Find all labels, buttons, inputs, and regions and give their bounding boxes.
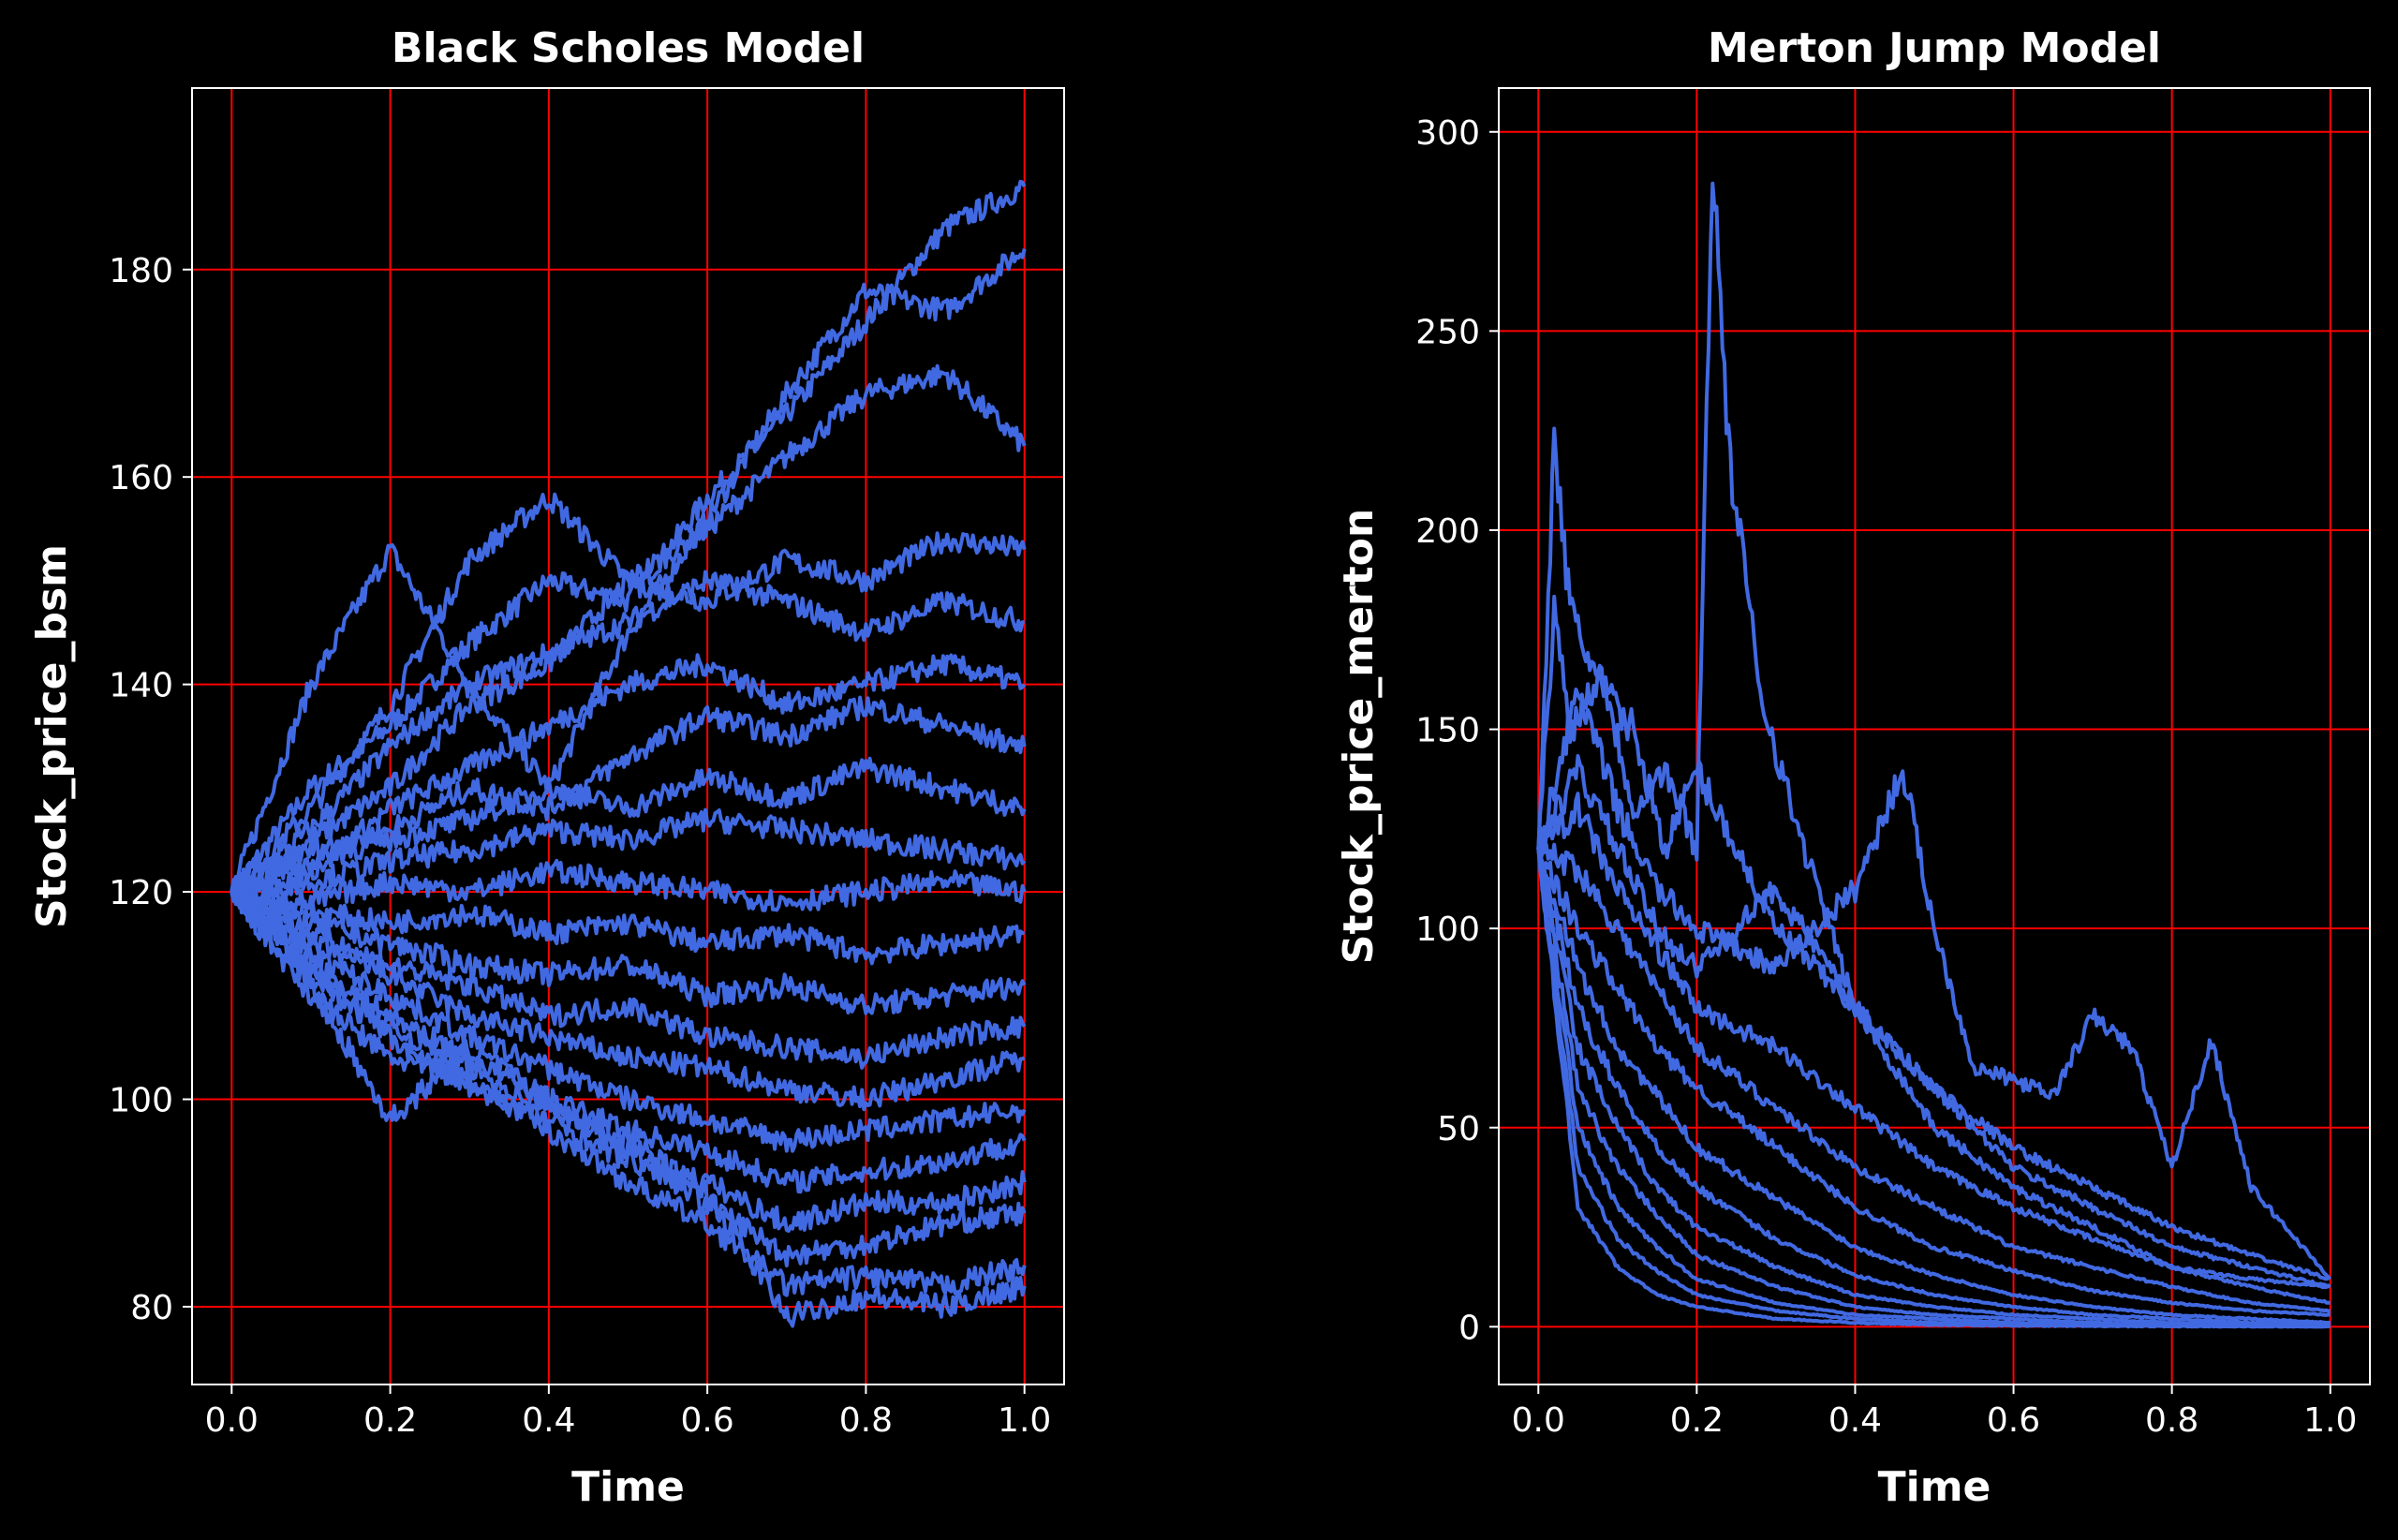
series-line: [1536, 836, 2331, 1313]
y-tick-label: 120: [109, 874, 173, 912]
series-line: [229, 881, 1027, 1328]
black-scholes-panel: 0.0 0.2 0.4 0.6 0.8 1.0 80 100 120 140 160 180 Blac…: [28, 24, 1065, 1511]
x-tick-label: 0.2: [363, 1401, 417, 1440]
series-line: [1536, 848, 2331, 1329]
series-line: [229, 880, 1027, 1015]
chart-title: Merton Jump Model: [1708, 24, 2161, 72]
series-line: [1536, 688, 2331, 1281]
series-line: [229, 891, 1027, 1297]
series-line: [1536, 848, 2331, 1325]
x-tick-label: 1.0: [998, 1401, 1051, 1440]
x-axis-label: Time: [1878, 1463, 1991, 1511]
series-line: [229, 882, 1027, 1153]
x-tick-label: 0.4: [522, 1401, 575, 1440]
y-tick-label: 100: [1415, 911, 1480, 949]
y-axis-label: Stock_price_bsm: [28, 544, 76, 928]
plot-frame: [1498, 87, 2371, 1385]
x-tick-label: 0.2: [1670, 1401, 1724, 1440]
x-tick-label: 0.8: [2145, 1401, 2198, 1440]
series-line: [229, 248, 1027, 893]
x-tick-label: 0.8: [839, 1401, 893, 1440]
series-line: [1536, 754, 2331, 1289]
y-tick-label: 80: [130, 1289, 173, 1327]
series-line: [229, 886, 1026, 1112]
chart-title: Black Scholes Model: [392, 24, 865, 72]
x-tick-label: 0.0: [1512, 1401, 1565, 1440]
series-line: [1536, 848, 2331, 1317]
y-tick-label: 50: [1437, 1110, 1480, 1148]
y-tick-label: 300: [1415, 114, 1480, 153]
x-tick-label: 0.4: [1828, 1401, 1882, 1440]
series-line: [229, 807, 1027, 903]
series-line: [1537, 846, 2331, 1328]
y-tick-label: 100: [109, 1082, 173, 1120]
series-line: [1536, 792, 2331, 1305]
series-line: [229, 880, 1026, 966]
y-tick-label: 0: [1458, 1309, 1480, 1347]
y-tick-label: 250: [1415, 313, 1480, 351]
series-line: [229, 756, 1027, 904]
x-axis-label: Time: [571, 1463, 685, 1511]
y-tick-label: 200: [1415, 512, 1480, 551]
series-line: [1536, 848, 2331, 1325]
plot-frame: [191, 87, 1065, 1385]
y-tick-label: 160: [109, 459, 173, 497]
series-line: [230, 570, 1025, 898]
x-tick-label: 0.0: [205, 1401, 259, 1440]
merton-jump-panel: 0.0 0.2 0.4 0.6 0.8 1.0 0 50 100 150 200 250 300 Mer…: [1335, 24, 2371, 1511]
series-line: [229, 653, 1027, 904]
y-tick-label: 180: [109, 252, 173, 290]
x-tick-label: 0.6: [681, 1401, 734, 1440]
x-tick-label: 1.0: [2303, 1401, 2357, 1440]
x-tick-label: 0.6: [1987, 1401, 2040, 1440]
series-line: [229, 531, 1027, 896]
y-tick-label: 140: [109, 667, 173, 705]
series-line: [229, 858, 1027, 912]
y-tick-label: 150: [1415, 712, 1480, 750]
y-axis-label: Stock_price_merton: [1335, 509, 1383, 964]
